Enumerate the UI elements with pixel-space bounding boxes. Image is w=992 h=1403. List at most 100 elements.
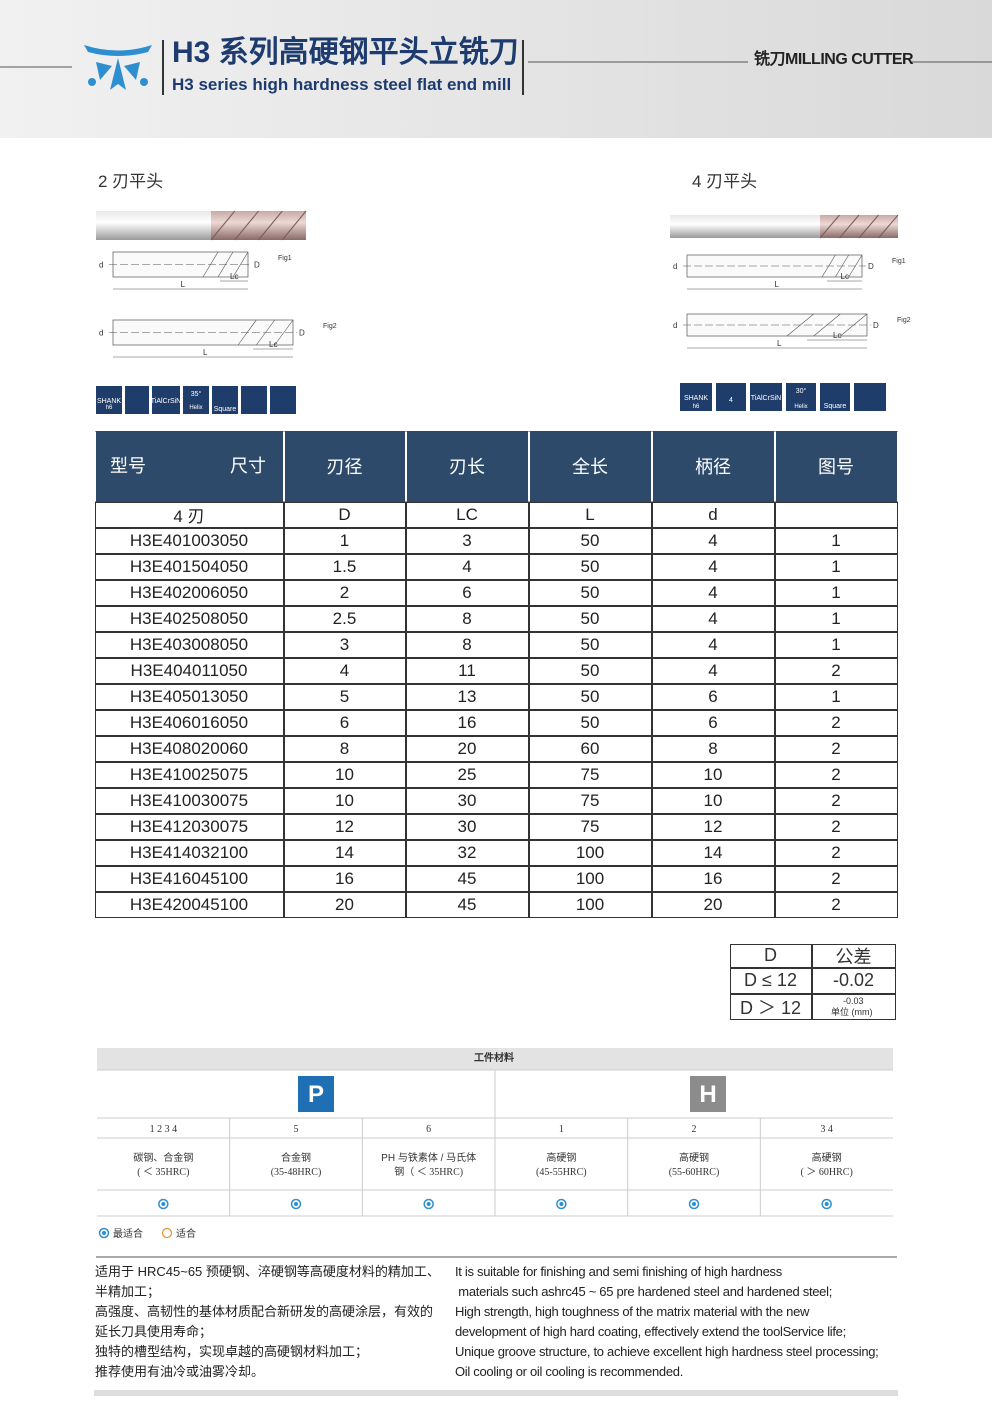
flute-line [858,214,879,239]
table-cell: 32 [405,839,529,866]
table-cell: 刃长 [405,430,529,502]
table-cell: 1 [774,527,898,554]
table-cell: 4 [651,579,775,606]
table-cell: H3E404011050 [94,657,284,684]
description-en: development of high hard coating, effect… [455,1324,846,1339]
icon-text: h6 [106,405,113,411]
table-cell: 10 [651,787,775,814]
table-cell: 8 [405,605,529,632]
material-hardness: 钢（ ＜ 35HRC) [394,1165,463,1178]
table-cell: 5 [283,683,406,710]
flute-line [210,210,236,241]
tolerance-cell: D ＞ 12 [729,993,812,1020]
icon-box [241,386,267,414]
table-cell: 1 [774,683,898,710]
table-cell: 50 [528,527,652,554]
material-name: PH 与铁素体 / 马氏体 [381,1151,476,1164]
legend-icon [98,1227,110,1239]
table-cell: 2 [774,761,898,788]
group-box [298,1076,334,1112]
flute [786,313,814,337]
table-cell: 2.5 [283,605,406,632]
table-cell: H3E403008050 [94,631,284,658]
table-cell: 20 [651,891,775,918]
flute-line [234,210,259,241]
material-hardness: (35-48HRC) [271,1167,322,1178]
flute [821,254,836,278]
table-cell: LC [405,501,529,528]
icon-box [786,383,816,411]
table-cell: 45 [405,865,529,892]
table-cell: 2 [774,839,898,866]
table-cell: 16 [405,709,529,736]
table-cell: 4 刃 [94,501,284,528]
table-cell: 10 [283,787,406,814]
description-cn: 适用于 HRC45~65 预硬钢、淬硬钢等高硬度材料的精加工、 [95,1264,440,1279]
table-cell: 50 [528,709,652,736]
dim-label: Fig1 [892,258,906,265]
table-cell: 12 [651,813,775,840]
group-box [690,1076,726,1112]
table-cell: 50 [528,579,652,606]
dim-label: L [203,348,208,357]
table-cell: 30 [405,787,529,814]
table-cell: 20 [405,735,529,762]
table-cell: 8 [283,735,406,762]
material-hardness: ( ＞ 60HRC) [801,1167,853,1178]
material-hardness: (45-55HRC) [536,1167,587,1178]
material-index: 2 [692,1124,697,1135]
table-cell: 2 [283,579,406,606]
table-cell: 图号 [774,430,898,502]
material-name: 高硬钢 [546,1151,576,1164]
table-cell: 50 [528,683,652,710]
material-name: 碳钢、合金钢 [133,1151,193,1164]
tolerance-cell [811,993,896,1020]
product-label: 2 刃平头 [98,172,164,191]
fit-icon [294,1202,298,1206]
icon-text: Square [214,406,237,413]
table-cell: 10 [651,761,775,788]
icon-box [212,386,238,414]
material-index: 6 [426,1124,431,1135]
table-cell: 1 [774,579,898,606]
dim-label: D [873,321,879,330]
fit-icon [158,1198,169,1210]
table-cell: 1 [774,605,898,632]
dim-label: d [673,262,677,271]
table-cell: 1 [774,553,898,580]
description-en: It is suitable for finishing and semi fi… [455,1264,782,1279]
table-cell: H3E402508050 [94,605,284,632]
dim-label: Fig1 [278,255,292,262]
table-cell: 30 [405,813,529,840]
description-cn: 半精加工； [95,1284,161,1299]
table-cell: 16 [283,865,406,892]
table-cell: L [528,501,652,528]
table-cell: 6 [283,709,406,736]
flute [232,251,249,278]
description-en: High strength, high toughness of the mat… [455,1304,810,1319]
material-index: 5 [294,1124,299,1135]
icon-text: SHANK [684,395,708,402]
table-cell: 60 [528,735,652,762]
table-cell: 全长 [528,430,652,502]
tolerance-value: -0.03 [843,996,864,1006]
fit-icon [821,1198,832,1210]
table-cell: 75 [528,787,652,814]
table-cell [94,430,284,502]
fit-icon [426,1202,431,1206]
icon-text: 4 [729,397,733,404]
fit-icon [290,1198,302,1210]
icon-box [96,386,122,414]
table-cell: 1 [774,631,898,658]
table-cell: 刃径 [283,430,406,502]
dim-label: Lc [269,340,277,349]
table-cell: H3E405013050 [94,683,284,710]
table-cell: 4 [651,605,775,632]
flute-line [839,214,860,239]
table-cell: H3E401003050 [94,527,284,554]
icon-box [270,386,296,414]
fit-icon [423,1198,434,1210]
table-cell: H3E410025075 [94,761,284,788]
table-cell: 50 [528,553,652,580]
